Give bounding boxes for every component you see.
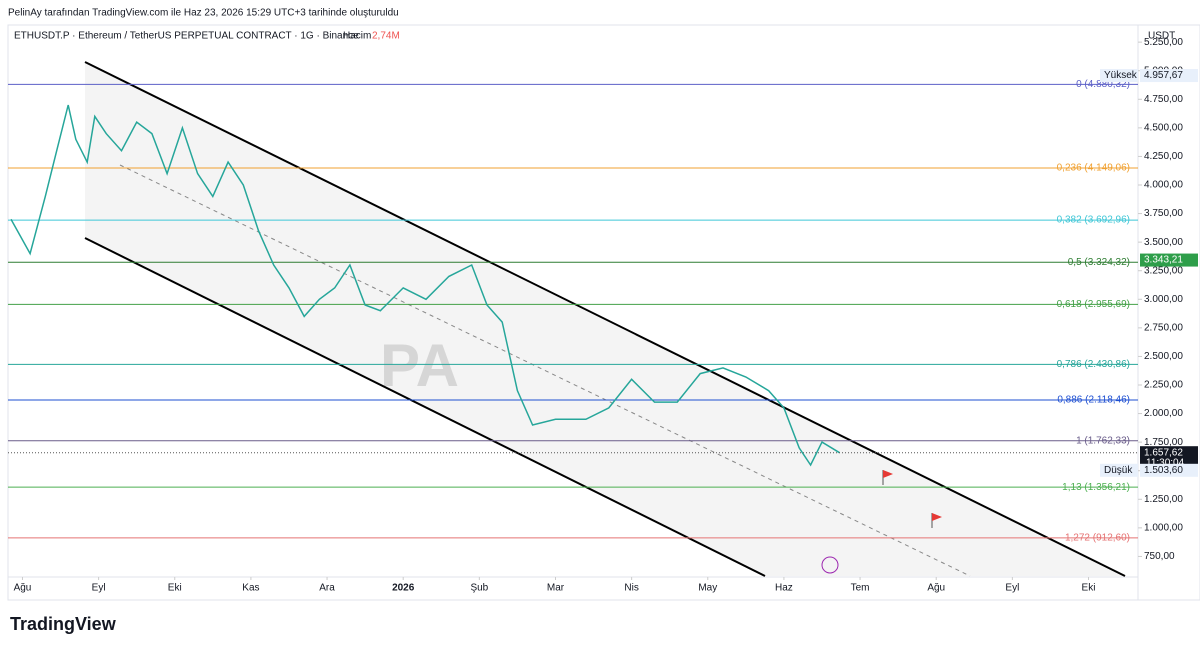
y-tick-label: 4.250,00 xyxy=(1144,151,1183,162)
symbol: ETHUSDT.P · Ethereum / TetherUS PERPETUA… xyxy=(14,31,359,42)
x-tick-label: Ağu xyxy=(14,583,32,594)
fib-label: 0,786 (2.430,86) xyxy=(1057,359,1130,370)
x-tick-label: Nis xyxy=(624,583,638,594)
x-tick-label: Şub xyxy=(470,583,488,594)
price-badge-label: 1.503,60 xyxy=(1144,465,1183,476)
volume-label: Hacim xyxy=(343,31,371,42)
price-badge xyxy=(1140,253,1198,267)
x-tick-label: Kas xyxy=(242,583,259,594)
fib-label: 0,382 (3.692,96) xyxy=(1057,215,1130,226)
x-tick-label: May xyxy=(698,583,717,594)
y-tick-label: 2.250,00 xyxy=(1144,380,1183,391)
channel-upper xyxy=(84,61,1126,577)
y-tick-label: 3.750,00 xyxy=(1144,208,1183,219)
fib-label: 1,272 (912,60) xyxy=(1065,532,1130,543)
watermark-text: PA xyxy=(380,332,459,399)
y-tick-label: 4.750,00 xyxy=(1144,94,1183,105)
x-tick-label: 2026 xyxy=(392,583,415,594)
y-tick-label: 1.750,00 xyxy=(1144,437,1183,448)
price-badge xyxy=(1140,463,1198,477)
y-tick-label: 1.000,00 xyxy=(1144,522,1183,533)
flag xyxy=(882,470,893,485)
channel-lower xyxy=(84,237,766,577)
logo: TradingView xyxy=(10,614,117,634)
x-tick-label: Eyl xyxy=(92,583,106,594)
y-tick-label: 750,00 xyxy=(1144,551,1175,562)
x-tick-label: Mar xyxy=(547,583,565,594)
badge-tag: Düşük xyxy=(1104,465,1133,476)
y-tick-label: 3.500,00 xyxy=(1144,237,1183,248)
x-tick-label: Eki xyxy=(1082,583,1096,594)
flag xyxy=(931,513,942,528)
price-badge-label: 3.343,21 xyxy=(1144,255,1183,266)
fib-label: 0,236 (4.149,06) xyxy=(1057,163,1130,174)
x-tick-label: Eyl xyxy=(1005,583,1019,594)
volume: 2,74M xyxy=(372,31,400,42)
y-tick-label: 2.750,00 xyxy=(1144,322,1183,333)
y-tick-label: 4.500,00 xyxy=(1144,122,1183,133)
badge-tag-bg xyxy=(1100,69,1138,83)
price-badge-label: 1.657,62 xyxy=(1144,447,1183,458)
fib-label: 1 (1.762,33) xyxy=(1076,435,1130,446)
price-badge xyxy=(1140,69,1198,83)
y-tick-label: 3.000,00 xyxy=(1144,294,1183,305)
fib-label: 0,618 (2.955,69) xyxy=(1057,299,1130,310)
watermark: PA xyxy=(380,332,459,399)
badge-tag: Yüksek xyxy=(1104,70,1138,81)
y-tick-label: 2.500,00 xyxy=(1144,351,1183,362)
x-tick-label: Eki xyxy=(168,583,182,594)
channel-mid xyxy=(119,164,971,577)
credit: PelinAy tarafından TradingView.com ile H… xyxy=(8,8,399,19)
fib-label: 0,5 (3.324,32) xyxy=(1068,257,1130,268)
fib-label: 0 (4.880,32) xyxy=(1076,79,1130,90)
y-tick-label: 5.250,00 xyxy=(1144,37,1183,48)
countdown: 11:30:04 xyxy=(1146,457,1185,468)
x-tick-label: Haz xyxy=(775,583,793,594)
y-tick-label: 2.000,00 xyxy=(1144,408,1183,419)
currency: USDT xyxy=(1148,31,1175,42)
fib-label: 0,886 (2.118,46) xyxy=(1057,395,1130,406)
fib-label: 1,13 (1.356,21) xyxy=(1062,482,1130,493)
price-badge-label: 4.957,67 xyxy=(1144,70,1183,81)
x-tick-label: Tem xyxy=(851,583,870,594)
chart-frame xyxy=(7,24,1200,601)
y-tick-label: 3.250,00 xyxy=(1144,265,1183,276)
event-icon[interactable] xyxy=(821,556,839,574)
y-tick-label: 1.250,00 xyxy=(1144,494,1183,505)
price-badge xyxy=(1140,446,1198,469)
badge-tag-bg xyxy=(1100,463,1138,477)
x-tick-label: Ara xyxy=(319,583,335,594)
y-tick-label: 4.000,00 xyxy=(1144,180,1183,191)
price-line xyxy=(10,104,840,467)
x-tick-label: Ağu xyxy=(927,583,945,594)
